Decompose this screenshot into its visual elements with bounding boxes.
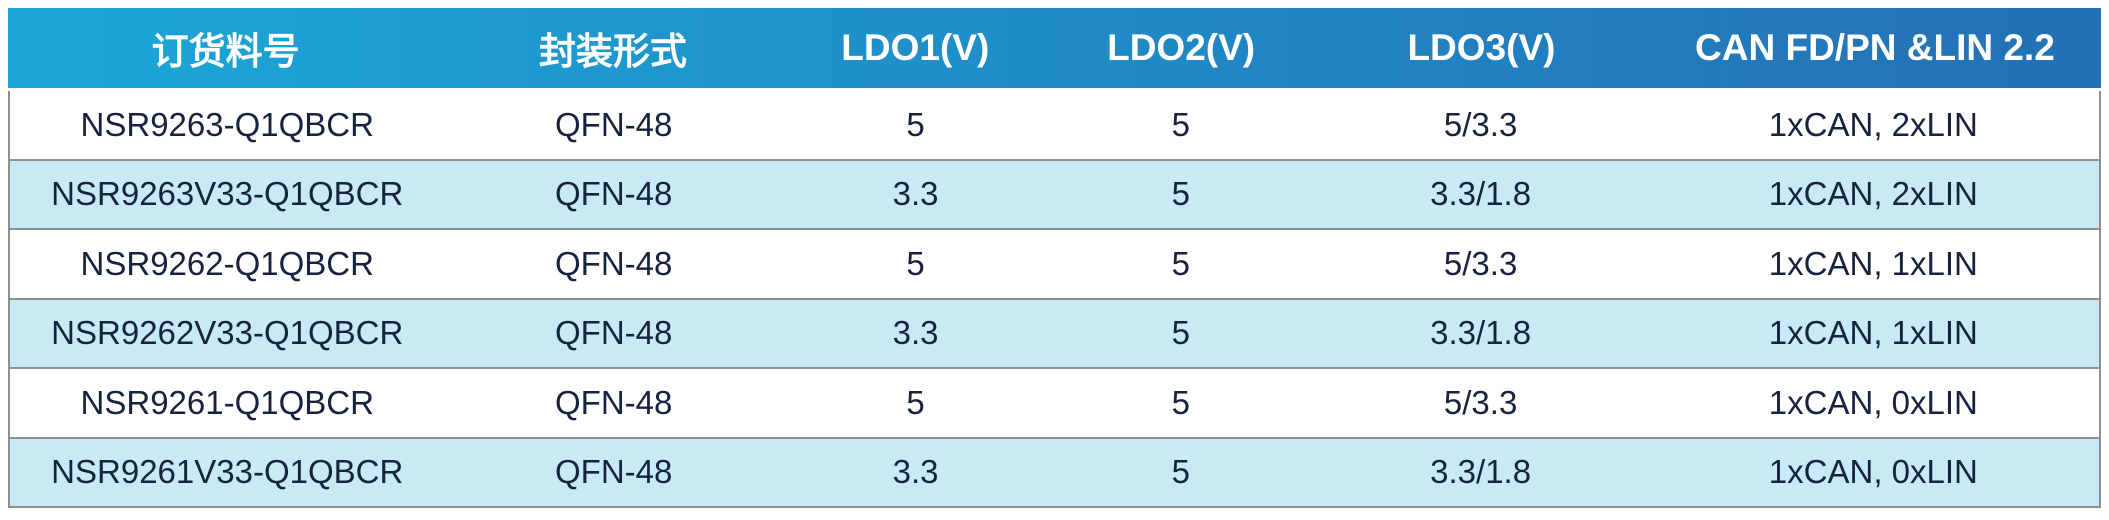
table-cell: NSR9261V33-Q1QBCR <box>51 453 404 491</box>
table-cell: NSR9263V33-Q1QBCR <box>51 175 404 213</box>
table-cell: 3.3 <box>892 453 939 491</box>
table-cell: 5 <box>906 105 925 143</box>
table-cell: 5/3.3 <box>1443 105 1518 143</box>
ordering-info-table: 订货料号 封装形式 LDO1(V) LDO2(V) LDO3(V) CAN FD/PN &… <box>8 8 2101 508</box>
table-cell: NSR9262-Q1QBCR <box>80 244 374 282</box>
table-cell: 3.3/1.8 <box>1430 314 1532 352</box>
table-cell: NSR9263-Q1QBCR <box>80 105 374 143</box>
column-header: 订货料号 <box>151 31 300 72</box>
table-header-row: 订货料号 封装形式 LDO1(V) LDO2(V) LDO3(V) CAN FD/PN &… <box>8 8 2101 88</box>
table-cell: 1xCAN, 0xLIN <box>1768 453 1978 491</box>
table-row: NSR9263-Q1QBCR QFN-48 5 5 5/3.3 1xCAN, 2xLIN <box>10 91 2099 159</box>
table-cell: QFN-48 <box>555 175 673 213</box>
table-cell: 3.3/1.8 <box>1430 175 1532 213</box>
table-row: NSR9261-Q1QBCR QFN-48 5 5 5/3.3 1xCAN, 0xLIN <box>10 367 2099 437</box>
table-cell: 1xCAN, 1xLIN <box>1768 314 1978 352</box>
column-header: CAN FD/PN &LIN 2.2 <box>1695 27 2055 68</box>
table-cell: 1xCAN, 2xLIN <box>1768 105 1978 143</box>
table-row: NSR9262V33-Q1QBCR QFN-48 3.3 5 3.3/1.8 1xCAN,… <box>10 297 2099 367</box>
table-row: NSR9262-Q1QBCR QFN-48 5 5 5/3.3 1xCAN, 1xLIN <box>10 228 2099 298</box>
table-cell: QFN-48 <box>555 453 673 491</box>
table-cell: 1xCAN, 2xLIN <box>1768 175 1978 213</box>
table-cell: QFN-48 <box>555 244 673 282</box>
table-cell: 5/3.3 <box>1443 244 1518 282</box>
table-cell: 1xCAN, 1xLIN <box>1768 244 1978 282</box>
table-row: NSR9263V33-Q1QBCR QFN-48 3.3 5 3.3/1.8 1xCAN,… <box>10 158 2099 228</box>
table-cell: 5/3.3 <box>1443 383 1518 421</box>
table-cell: NSR9261-Q1QBCR <box>80 383 374 421</box>
table-cell: QFN-48 <box>555 314 673 352</box>
table-cell: QFN-48 <box>555 105 673 143</box>
column-header: LDO1(V) <box>841 27 990 68</box>
table-cell: 5 <box>1171 383 1191 421</box>
table-cell: 5 <box>1171 175 1191 213</box>
column-header: LDO3(V) <box>1407 27 1556 68</box>
table-cell: 5 <box>1171 244 1191 282</box>
table-cell: 5 <box>906 383 925 421</box>
table-cell: 1xCAN, 0xLIN <box>1768 383 1978 421</box>
table-cell: QFN-48 <box>555 383 673 421</box>
table-body: NSR9263-Q1QBCR QFN-48 5 5 5/3.3 1xCAN, 2xLIN N… <box>8 91 2101 508</box>
table-cell: 3.3 <box>892 314 939 352</box>
table-cell: 3.3 <box>892 175 939 213</box>
column-header: LDO2(V) <box>1107 27 1256 68</box>
table-cell: 3.3/1.8 <box>1430 453 1532 491</box>
table-cell: 5 <box>1171 105 1191 143</box>
column-header: 封装形式 <box>538 31 687 72</box>
table-cell: 5 <box>906 244 925 282</box>
table-cell: 5 <box>1171 453 1191 491</box>
table-row: NSR9261V33-Q1QBCR QFN-48 3.3 5 3.3/1.8 1xCAN,… <box>10 436 2099 506</box>
table-cell: 5 <box>1171 314 1191 352</box>
table-cell: NSR9262V33-Q1QBCR <box>51 314 404 352</box>
